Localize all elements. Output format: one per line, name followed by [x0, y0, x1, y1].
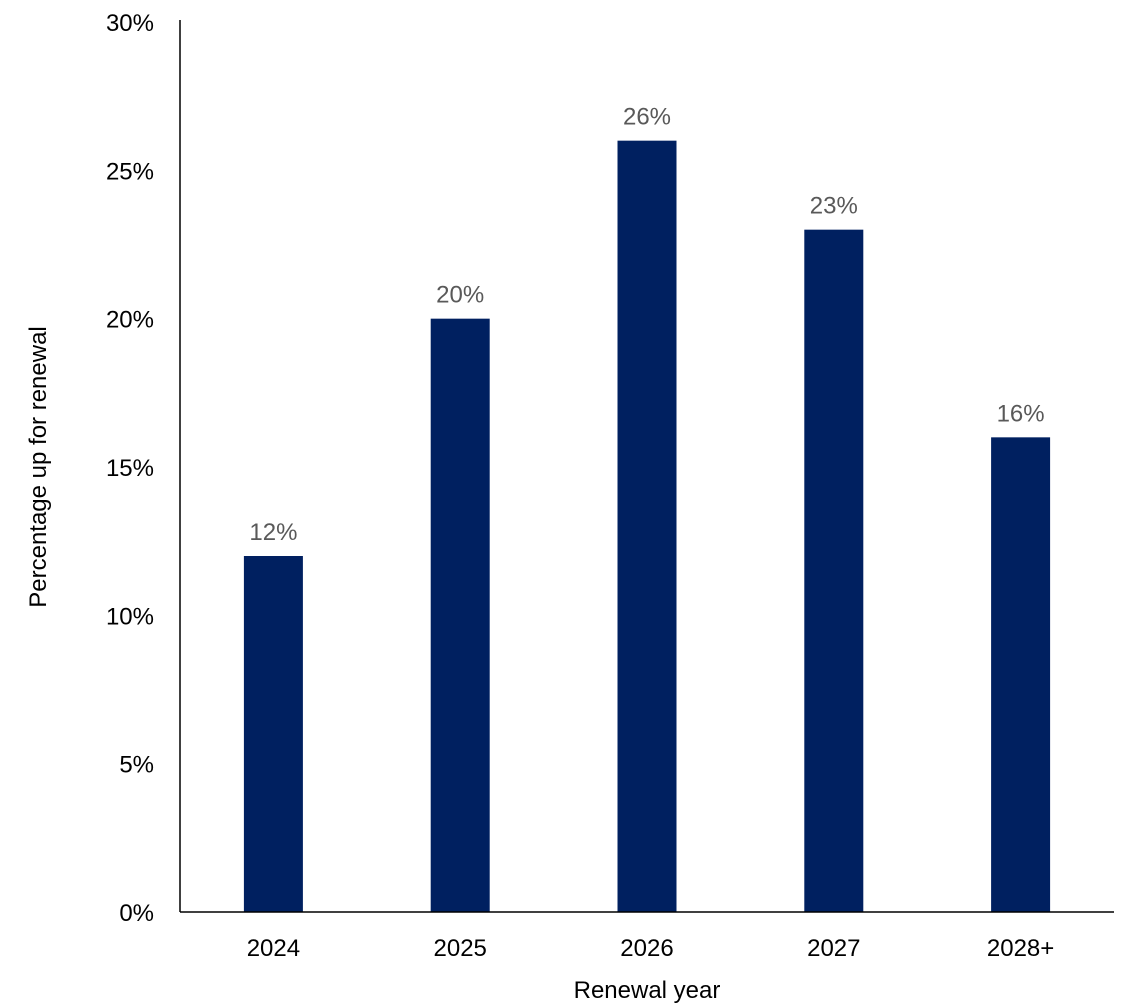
- y-tick-label: 25%: [106, 158, 154, 185]
- x-tick-label-2027: 2027: [807, 935, 860, 962]
- y-tick-label: 10%: [106, 603, 154, 630]
- x-tick-label-2028+: 2028+: [987, 935, 1054, 962]
- y-axis-ticks: 0% 5% 10% 15% 20% 25% 30%: [106, 10, 154, 927]
- data-label-2025: 20%: [436, 282, 484, 309]
- x-tick-label-2025: 2025: [434, 935, 487, 962]
- y-axis-title: Percentage up for renewal: [25, 326, 52, 608]
- data-label-2027: 23%: [810, 193, 858, 220]
- data-label-2028+: 16%: [997, 400, 1045, 427]
- x-axis-title: Renewal year: [574, 977, 721, 1004]
- bars-group: [243, 140, 1051, 913]
- x-tick-label-2026: 2026: [620, 935, 673, 962]
- y-tick-label: 20%: [106, 307, 154, 334]
- y-tick-label: 5%: [119, 752, 154, 779]
- x-tick-label-2024: 2024: [247, 935, 300, 962]
- y-tick-label: 15%: [106, 455, 154, 482]
- data-label-2026: 26%: [623, 104, 671, 131]
- bar-2027: [804, 229, 864, 912]
- y-tick-label: 30%: [106, 10, 154, 37]
- bar-2028+: [991, 437, 1051, 912]
- bar-2026: [617, 140, 677, 912]
- y-tick-label: 0%: [119, 900, 154, 927]
- data-label-2024: 12%: [249, 519, 297, 546]
- x-axis-ticks: 2024 2025 2026 2027 2028+: [247, 935, 1055, 962]
- bar-2025: [430, 318, 490, 913]
- bar-2024: [243, 556, 303, 912]
- data-labels-group: 12% 20% 26% 23% 16%: [249, 104, 1044, 546]
